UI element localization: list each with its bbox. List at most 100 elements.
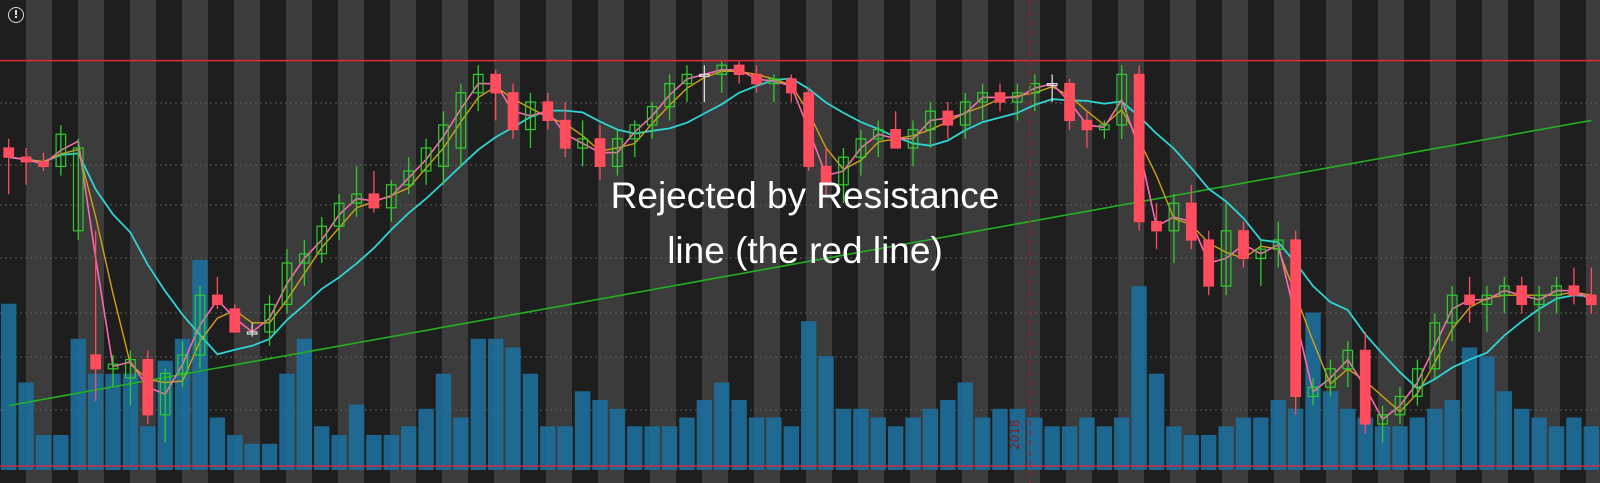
volume-bar [366,435,382,470]
candle-body [855,138,867,158]
candle-body [333,202,345,227]
candle-body [1238,230,1249,260]
volume-bar [592,400,608,470]
volume-bar [835,408,852,470]
candle-body [507,92,519,131]
candle-body [159,372,171,416]
candle-body [838,156,849,186]
candle-body [542,101,554,121]
alert-icon[interactable]: ! [8,7,24,23]
volume-bar [1044,426,1060,470]
candle-body [872,129,884,140]
candle-body [681,73,693,85]
session-stripe [754,0,780,483]
session-stripe [1040,0,1066,483]
candle-body [768,78,780,85]
candle-body [820,165,832,186]
volume-bar [905,417,921,470]
volume-bar [435,373,452,470]
candle-body [1498,285,1510,296]
volume-bar [1235,417,1252,470]
candle-body [1064,82,1075,121]
candle-body [994,92,1006,103]
candle-body [785,78,797,94]
candle-body [1012,92,1023,103]
volume-bar [244,443,260,470]
moving-average-cyan [8,77,1592,390]
candle-body [1255,248,1267,259]
long-moving-average [8,119,1592,407]
volume-bar [1131,286,1147,470]
volume-bar [314,426,330,470]
candle-body [1412,368,1423,397]
candle-body [351,193,362,204]
session-stripe [312,0,338,483]
volume-bar [783,426,799,470]
volume-bar [679,417,695,470]
candle-body [1290,239,1302,397]
volume-bar [1374,426,1391,470]
volume-bar [1183,435,1199,470]
volume-bar [140,426,156,470]
moving-averages [8,69,1592,421]
volume-bar [731,400,747,470]
moving-average-pink [8,69,1592,421]
candle-body [3,147,15,158]
candle-body [803,92,815,168]
session-stripe [364,0,390,483]
volume-bar [453,417,469,470]
candle-body [1516,285,1528,305]
session-stripe [390,0,416,483]
volume-bar [279,373,295,470]
candle-body [1220,230,1232,287]
candle-body [1098,124,1110,131]
session-stripe [1560,0,1586,483]
volume-bar [1009,408,1026,470]
volume-bar [609,408,626,470]
candle-body [1081,119,1093,131]
candle-body [438,124,449,168]
volume-bar [1444,400,1460,470]
volume-bar [974,417,991,470]
candle-body [281,262,293,306]
candle-body [368,193,380,209]
candle-body [594,138,606,168]
volume-bar [627,426,643,470]
candle-body [751,73,762,85]
candle-body [1168,202,1180,232]
volume-bar [418,408,434,470]
volume-bar [105,373,121,470]
volume-bar [1548,426,1565,470]
volume-bar [383,435,399,470]
volume-bar [957,382,973,470]
session-stripe [546,0,572,483]
volume-bar [870,417,886,470]
volume-bar [87,373,104,470]
volume-bar [992,408,1008,470]
candle-body [698,73,710,78]
candle-body [525,101,536,131]
volume-bar [1514,408,1530,470]
candle-body [977,92,988,103]
candle-body [1116,73,1128,126]
candle-body [1342,349,1354,370]
volume-bar [331,435,347,470]
volume-bar [122,373,139,470]
candle-body [385,184,397,209]
volume-bar [70,338,86,470]
candle-body [1533,294,1545,306]
candle-body [646,105,658,126]
candle-body [20,156,32,163]
volume-bar [1114,417,1130,470]
volume-bar [1270,400,1286,470]
session-stripe [988,0,1014,483]
volume-bar [1340,408,1356,470]
date-marker-label: 2018 [1008,419,1022,450]
candle-body [298,253,310,264]
volume-bars [1,260,1599,470]
candle-body [177,354,188,374]
candle-body [1151,221,1162,232]
